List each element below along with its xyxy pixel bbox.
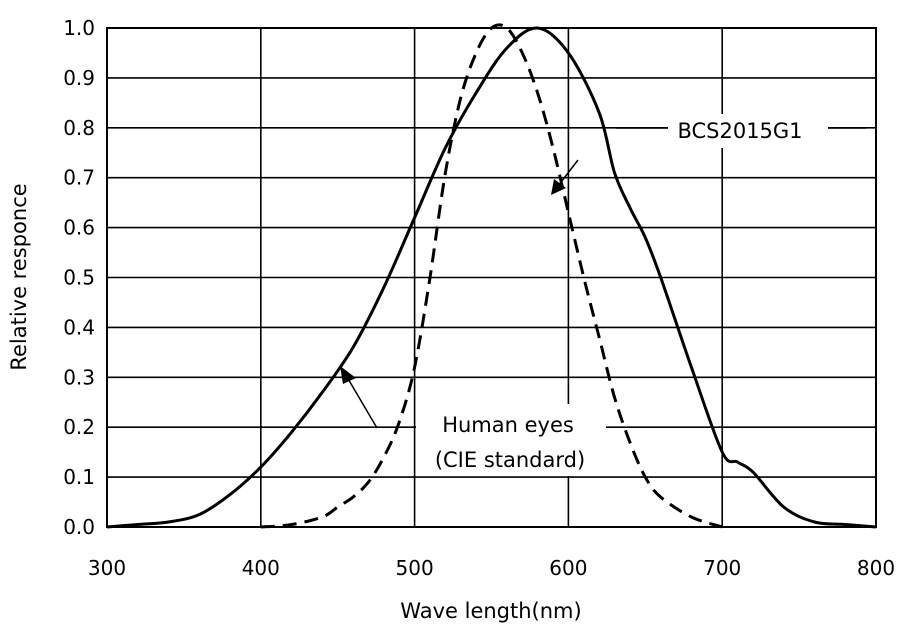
x-tick-label-700: 700 [703, 556, 741, 580]
plot-frame [106, 27, 877, 528]
y-tick-label-0.2: 0.2 [63, 415, 95, 439]
y-tick-label-0.5: 0.5 [63, 266, 95, 290]
y-tick-label-0.0: 0.0 [63, 515, 95, 539]
y-tick-label-0.9: 0.9 [63, 66, 95, 90]
bcs-label-background [668, 114, 828, 148]
annotation-layer: BCS2015G1 Human eyes (CIE standard) [340, 114, 866, 476]
human-eyes-arrow-line [346, 376, 378, 429]
human-eyes-arrowhead [340, 366, 356, 384]
bcs2015g1-label: BCS2015G1 [677, 119, 802, 143]
human-eyes-label-line2: (CIE standard) [435, 448, 585, 472]
y-tick-label-0.3: 0.3 [63, 365, 95, 389]
human-eyes-label-background [416, 404, 606, 476]
human-eyes-label-line1: Human eyes [442, 413, 574, 437]
y-axis-label: Relative responce [7, 183, 31, 370]
x-tick-label-600: 600 [549, 556, 587, 580]
x-tick-label-400: 400 [242, 556, 280, 580]
bcs-arrowhead [551, 179, 566, 195]
x-axis-label: Wave length(nm) [400, 599, 581, 623]
y-tick-label-0.7: 0.7 [63, 166, 95, 190]
x-tick-label-300: 300 [88, 556, 126, 580]
y-tick-label-0.6: 0.6 [63, 216, 95, 240]
y-tick-label-1.0: 1.0 [63, 16, 95, 40]
tick-label-layer: 300 400 500 600 700 800 0.0 0.1 0.2 0.3 0.4 0.5 0.6 0… [63, 16, 895, 580]
y-tick-label-0.4: 0.4 [63, 315, 95, 339]
y-tick-label-0.1: 0.1 [63, 465, 95, 489]
x-tick-label-800: 800 [857, 556, 895, 580]
x-tick-label-500: 500 [396, 556, 434, 580]
y-tick-label-0.8: 0.8 [63, 116, 95, 140]
bcs-arrow-line [557, 159, 579, 187]
